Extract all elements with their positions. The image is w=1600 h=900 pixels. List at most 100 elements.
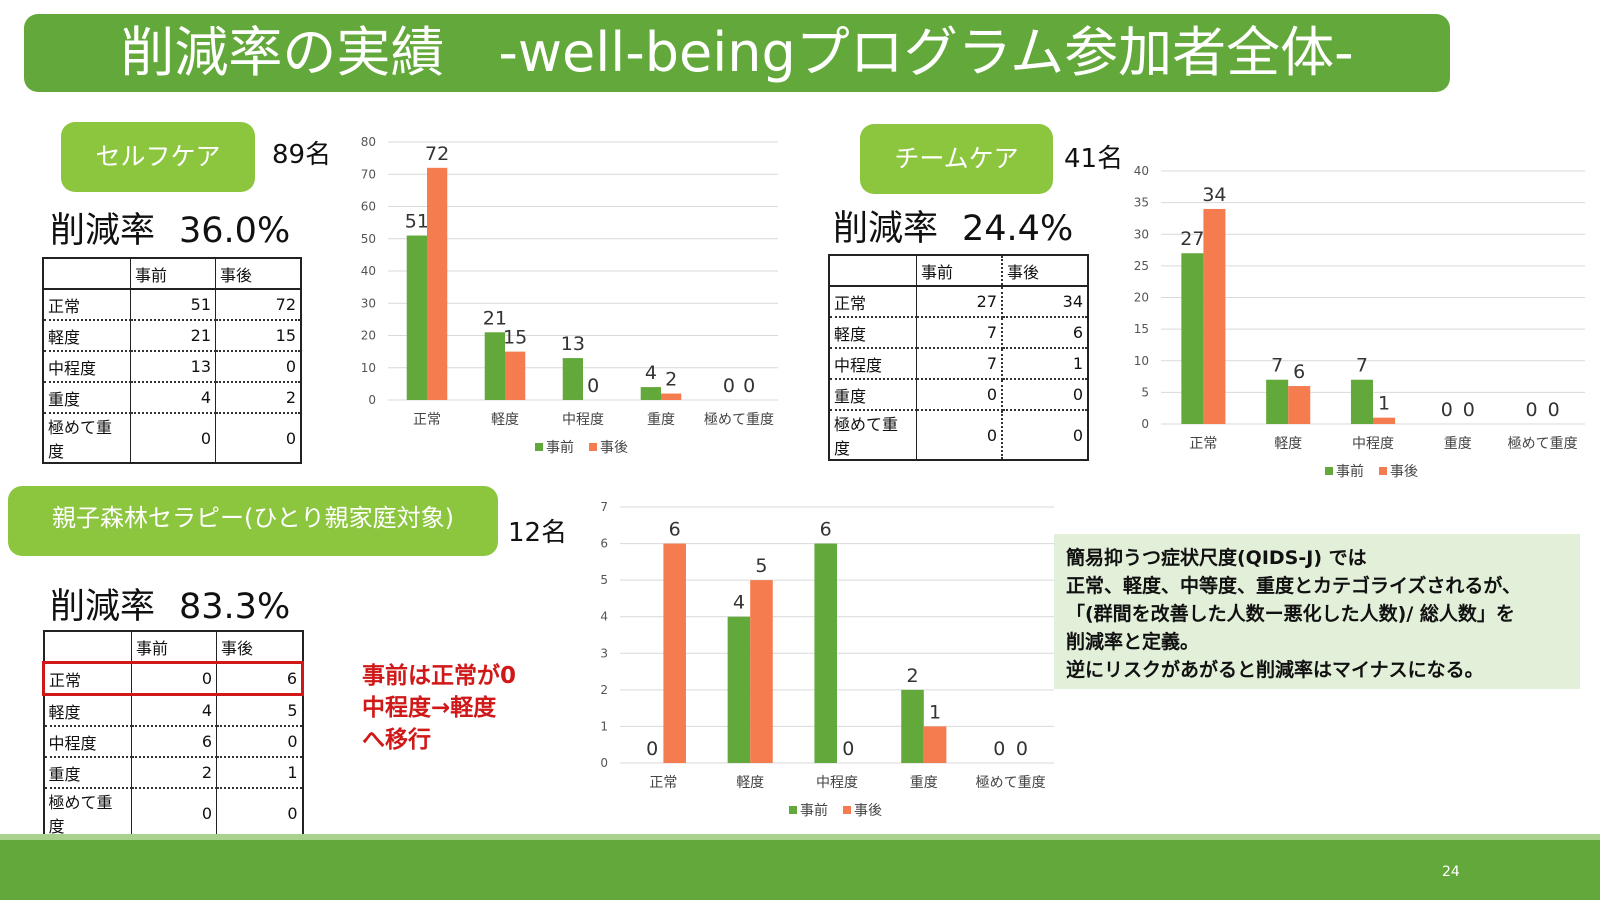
category-label: 重度 — [910, 775, 938, 791]
legend-swatch — [1325, 467, 1333, 475]
row-label: 極めて重度 — [43, 788, 132, 838]
rate-value: 36.0% — [179, 211, 291, 251]
y-tick-label: 6 — [600, 537, 608, 551]
cell-before: 0 — [916, 379, 1003, 411]
y-tick-label: 10 — [361, 361, 376, 375]
forest-rate: 削減率 83.3% — [50, 578, 290, 629]
cell-after: 0 — [215, 351, 301, 383]
bar-after — [663, 543, 686, 763]
bar-before — [1266, 379, 1289, 424]
data-label: 0 — [993, 738, 1005, 760]
data-label: 27 — [1180, 228, 1204, 250]
category-label: 軽度 — [491, 412, 519, 428]
cell-after: 34 — [1002, 286, 1088, 318]
cell-after: 6 — [1002, 317, 1088, 349]
y-tick-label: 0 — [1141, 417, 1149, 431]
bar-after — [1288, 386, 1311, 424]
self-care-table: 事前 事後 正常 51 72 軽度 21 15 中程度 13 0 重度 4 2 極めて重度 0 0 — [42, 257, 302, 464]
data-label: 0 — [1548, 399, 1560, 421]
row-label: 正常 — [42, 661, 132, 696]
y-tick-label: 30 — [1134, 227, 1149, 241]
legend-swatch — [843, 806, 851, 814]
category-label: 軽度 — [1274, 436, 1302, 452]
cell-before: 21 — [130, 320, 216, 352]
category-label: 中程度 — [1352, 436, 1394, 452]
table-header-cell: 事前 — [916, 255, 1003, 287]
row-label: 重度 — [43, 382, 131, 414]
rate-label: 削減率 — [50, 211, 156, 251]
category-label: 極めて重度 — [1508, 436, 1578, 452]
table-row: 中程度 13 0 — [43, 351, 301, 383]
forest-pill: 親子森林セラピー(ひとり親家庭対象) — [8, 486, 498, 556]
explanation-line: 削減率と定義。 — [1066, 631, 1200, 653]
team-care-table: 事前 事後 正常 27 34 軽度 7 6 中程度 7 1 重度 0 0 極めて重度 0 0 — [828, 254, 1089, 461]
cell-after: 0 — [216, 726, 303, 758]
data-label: 72 — [425, 143, 449, 165]
legend-label: 事前 — [1336, 463, 1364, 480]
row-label: 重度 — [43, 757, 132, 789]
data-label: 0 — [1441, 399, 1453, 421]
data-label: 15 — [503, 327, 527, 349]
y-tick-label: 0 — [368, 393, 376, 407]
y-tick-label: 4 — [600, 610, 608, 624]
data-label: 2 — [665, 369, 677, 391]
legend-label: 事後 — [1390, 464, 1418, 480]
y-tick-label: 5 — [1141, 385, 1149, 399]
table-header-cell: 事前 — [131, 631, 217, 664]
y-tick-label: 7 — [600, 500, 608, 514]
data-label: 1 — [929, 701, 941, 723]
y-tick-label: 70 — [361, 167, 376, 181]
explanation-box: 簡易抑うつ症状尺度(QIDS-J) では 正常、軽度、中等度、重度とカテゴライズ… — [1054, 534, 1580, 689]
table-header-cell: 事前 — [130, 258, 216, 290]
cell-before: 0 — [131, 788, 217, 838]
rate-value: 24.4% — [962, 209, 1074, 249]
data-label: 0 — [1526, 399, 1538, 421]
bar-after — [505, 351, 526, 400]
footer-accent-line — [0, 834, 1600, 840]
cell-before: 7 — [916, 317, 1003, 349]
row-label: 中程度 — [43, 726, 132, 758]
category-label: 中程度 — [816, 775, 858, 791]
row-label: 極めて重度 — [829, 410, 917, 460]
category-label: 正常 — [413, 412, 441, 428]
rate-value: 83.3% — [179, 587, 291, 627]
table-header-cell — [43, 631, 132, 664]
table-row: 軽度 4 5 — [43, 694, 303, 727]
row-label: 中程度 — [829, 348, 917, 380]
forest-count: 12名 — [508, 518, 568, 548]
table-row: 極めて重度 0 0 — [43, 413, 301, 463]
category-label: 軽度 — [736, 775, 764, 791]
explanation-line: 逆にリスクがあがると削減率はマイナスになる。 — [1066, 659, 1484, 681]
title-bar: 削減率の実績 -well-beingプログラム参加者全体- — [24, 14, 1450, 92]
bar-after — [1203, 208, 1226, 424]
y-tick-label: 1 — [600, 719, 608, 733]
category-label: 重度 — [1444, 436, 1472, 452]
cell-before: 27 — [916, 286, 1003, 318]
data-label: 5 — [755, 555, 767, 577]
bar-before — [814, 543, 837, 763]
table-row: 軽度 21 15 — [43, 320, 301, 352]
y-tick-label: 2 — [600, 683, 608, 697]
y-tick-label: 50 — [361, 232, 376, 246]
cell-after: 15 — [215, 320, 301, 352]
data-label: 7 — [1356, 355, 1368, 377]
table-row: 極めて重度 0 0 — [829, 410, 1088, 460]
category-label: 極めて重度 — [976, 775, 1046, 791]
explanation-line: 「(群間を改善した人数ー悪化した人数)/ 総人数」を — [1066, 603, 1515, 625]
cell-after: 0 — [287, 803, 298, 823]
category-label: 重度 — [647, 412, 675, 428]
data-label: 6 — [820, 519, 832, 541]
row-label: 軽度 — [829, 317, 917, 349]
cell-after: 5 — [216, 694, 303, 727]
cell-after: 2 — [215, 382, 301, 414]
page-number: 24 — [1442, 864, 1460, 880]
row-label: 極めて重度 — [43, 413, 131, 463]
y-tick-label: 60 — [361, 200, 376, 214]
data-label: 6 — [1293, 361, 1305, 383]
table-header-cell — [43, 258, 131, 290]
bar-after — [750, 580, 773, 763]
bar-after — [427, 167, 448, 400]
y-tick-label: 10 — [1134, 354, 1149, 368]
cell-before: 6 — [131, 726, 217, 758]
bar-before — [1181, 253, 1204, 424]
